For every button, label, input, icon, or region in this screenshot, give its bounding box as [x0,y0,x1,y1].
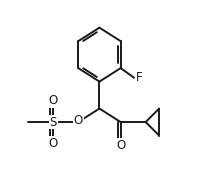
Text: O: O [49,137,58,150]
Text: F: F [136,71,142,84]
Text: O: O [74,114,83,127]
Text: S: S [50,116,57,129]
Text: O: O [116,139,125,152]
Text: O: O [49,94,58,107]
